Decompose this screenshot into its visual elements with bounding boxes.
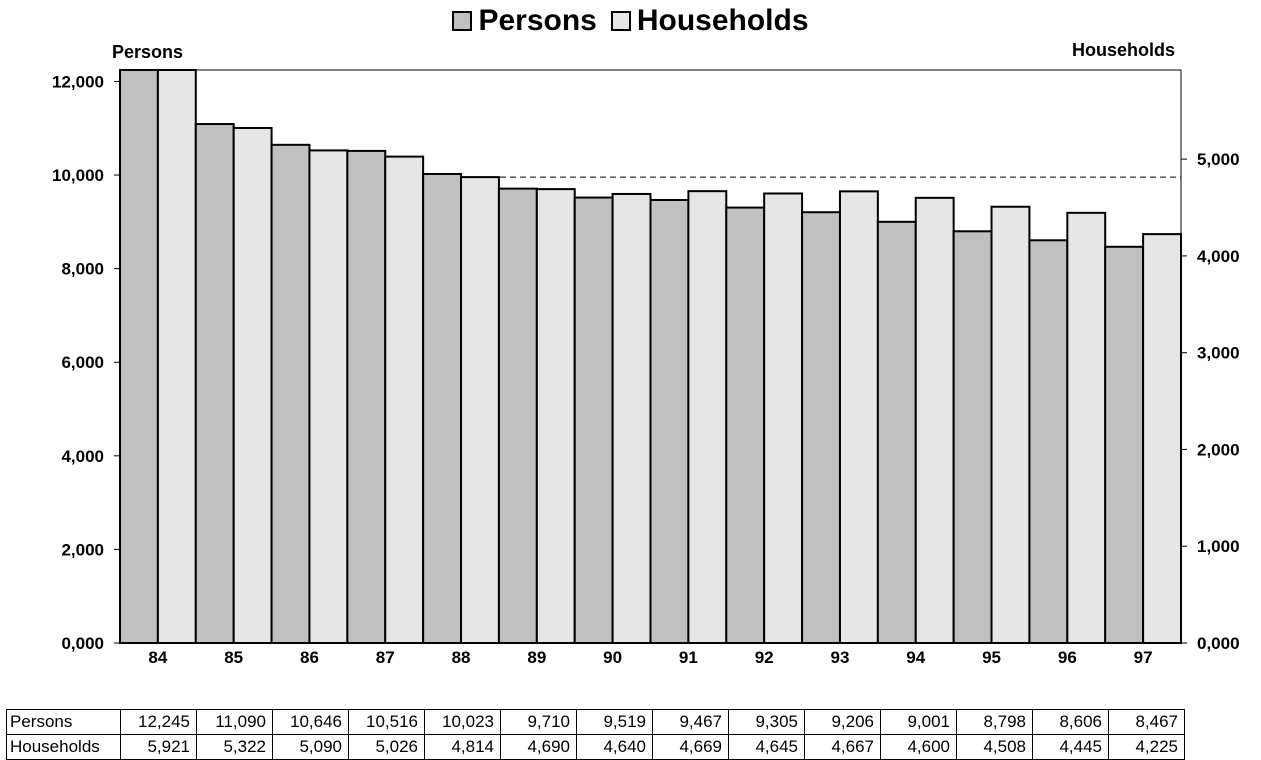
table-cell: 4,690 — [500, 734, 577, 760]
persons-bar-86 — [270, 143, 311, 644]
persons-bar-97 — [1104, 245, 1145, 644]
x-tick-label-91: 91 — [679, 648, 698, 667]
left-tick-label-0: 0,000 — [61, 634, 104, 653]
households-bar-91 — [687, 190, 728, 644]
table-row: Households 5,921 5,322 5,090 5,026 4,814 4,690… — [6, 734, 1185, 760]
households-bar-93 — [838, 190, 879, 645]
x-tick-label-95: 95 — [982, 648, 1001, 667]
table-cell: 4,600 — [880, 734, 957, 760]
table-cell: 4,445 — [1032, 734, 1109, 760]
table-cell: 9,001 — [880, 709, 957, 735]
table-cell: 5,322 — [196, 734, 273, 760]
table-cell: 8,798 — [956, 709, 1033, 735]
chart-legend: Persons Households — [0, 4, 1261, 38]
households-bar-90 — [611, 192, 652, 644]
x-tick-label-86: 86 — [300, 648, 319, 667]
left-tick-label-8000: 8,000 — [61, 260, 104, 279]
table-cell: 4,814 — [424, 734, 501, 760]
right-tick-label-5000: 5,000 — [1197, 150, 1240, 169]
households-bar-96 — [1066, 211, 1107, 644]
x-tick-label-96: 96 — [1058, 648, 1077, 667]
table-row: Persons 12,245 11,090 10,646 10,516 10,023 9,7… — [6, 709, 1185, 735]
left-tick-label-4000: 4,000 — [61, 447, 104, 466]
persons-bar-95 — [952, 230, 993, 644]
left-tick-label-10000: 10,000 — [52, 166, 104, 185]
table-cell: 9,519 — [576, 709, 653, 735]
persons-bar-90 — [573, 196, 614, 644]
x-tick-label-89: 89 — [527, 648, 546, 667]
table-cell: 4,508 — [956, 734, 1033, 760]
table-cell: 5,090 — [272, 734, 349, 760]
x-tick-label-94: 94 — [906, 648, 925, 667]
table-cell: 4,225 — [1108, 734, 1185, 760]
table-row-label: Households — [6, 734, 121, 760]
right-tick-label-0: 0,000 — [1197, 634, 1240, 653]
left-tick-label-2000: 2,000 — [61, 540, 104, 559]
table-cell: 9,710 — [500, 709, 577, 735]
persons-swatch — [452, 11, 473, 31]
households-bar-89 — [535, 188, 576, 644]
households-bar-88 — [460, 176, 500, 644]
households-bar-97 — [1142, 233, 1183, 644]
data-table: Persons 12,245 11,090 10,646 10,516 10,023 9,7… — [6, 709, 1185, 760]
right-tick-label-1000: 1,000 — [1197, 537, 1240, 556]
x-tick-label-92: 92 — [755, 648, 774, 667]
table-row-label: Persons — [6, 709, 121, 735]
households-bar-87 — [384, 155, 425, 644]
table-cell: 8,467 — [1108, 709, 1185, 735]
table-cell: 8,606 — [1032, 709, 1109, 735]
x-tick-label-90: 90 — [603, 648, 622, 667]
table-cell: 9,206 — [804, 709, 881, 735]
right-tick-label-3000: 3,000 — [1197, 344, 1240, 363]
bar-chart: 84 85 86 87 88 89 90 91 92 93 94 95 96 97 0,000 2,000 4,… — [52, 69, 1240, 667]
legend-item-persons: Persons — [452, 4, 597, 38]
households-bar-94 — [914, 196, 955, 644]
table-cell: 5,921 — [120, 734, 197, 760]
table-cell: 5,026 — [348, 734, 425, 760]
persons-bar-93 — [801, 211, 841, 644]
persons-bar-88 — [422, 172, 463, 644]
x-tick-label-97: 97 — [1134, 648, 1153, 667]
persons-bar-85 — [194, 123, 235, 644]
persons-bar-84 — [119, 69, 159, 644]
table-cell: 10,516 — [348, 709, 425, 735]
right-tick-label-2000: 2,000 — [1197, 440, 1240, 459]
households-bar-86 — [308, 149, 349, 645]
left-axis-title: Persons — [112, 42, 184, 62]
right-tick-label-4000: 4,000 — [1197, 247, 1240, 266]
table-cell: 4,640 — [576, 734, 653, 760]
persons-bar-87 — [346, 149, 387, 645]
households-bar-84 — [156, 69, 197, 644]
x-tick-label-87: 87 — [376, 648, 395, 667]
households-bar-95 — [990, 205, 1031, 644]
legend-households-label: Households — [636, 4, 809, 37]
households-bar-85 — [232, 126, 273, 645]
left-tick-label-12000: 12,000 — [52, 72, 104, 91]
table-cell: 12,245 — [120, 709, 197, 735]
table-cell: 10,023 — [424, 709, 501, 735]
legend-item-households: Households — [610, 4, 809, 38]
table-cell: 11,090 — [196, 709, 273, 735]
persons-bar-91 — [649, 198, 690, 644]
right-axis-title: Households — [1071, 40, 1175, 60]
x-tick-label-88: 88 — [452, 648, 471, 667]
x-tick-label-84: 84 — [148, 648, 167, 667]
persons-bar-92 — [725, 206, 766, 645]
persons-bar-96 — [1028, 239, 1069, 644]
table-cell: 10,646 — [272, 709, 349, 735]
persons-bar-89 — [497, 187, 538, 645]
x-tick-label-85: 85 — [224, 648, 243, 667]
households-swatch — [610, 11, 631, 31]
table-cell: 9,467 — [652, 709, 729, 735]
households-bar-92 — [763, 192, 804, 645]
left-tick-label-6000: 6,000 — [61, 353, 104, 372]
legend-persons-label: Persons — [478, 4, 597, 37]
table-cell: 4,667 — [804, 734, 881, 760]
table-cell: 4,669 — [652, 734, 729, 760]
table-cell: 9,305 — [728, 709, 805, 735]
x-tick-label-93: 93 — [831, 648, 850, 667]
table-cell: 4,645 — [728, 734, 805, 760]
persons-bar-94 — [876, 220, 917, 644]
